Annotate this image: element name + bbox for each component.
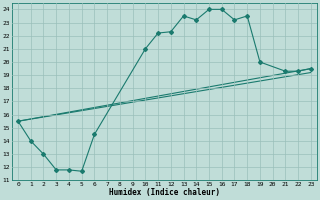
- X-axis label: Humidex (Indice chaleur): Humidex (Indice chaleur): [109, 188, 220, 197]
